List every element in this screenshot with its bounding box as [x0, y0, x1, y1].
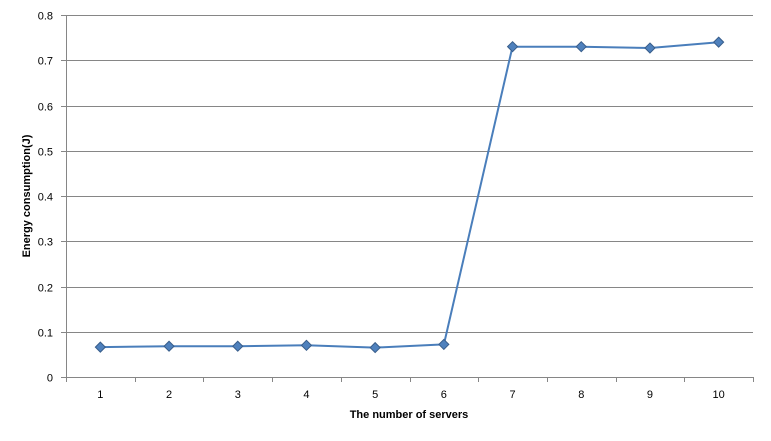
- y-tick-label: 0.1: [38, 328, 53, 340]
- series-line: [100, 41, 719, 349]
- x-tick-label: 2: [166, 389, 172, 401]
- data-point-marker: [712, 36, 725, 48]
- gridlines: [66, 15, 753, 333]
- y-tick-label: 0.2: [38, 283, 53, 295]
- y-tick-labels: 0 0.1 0.2 0.3 0.4 0.5 0.6 0.7 0.8: [38, 11, 53, 385]
- data-point-markers: [94, 36, 725, 354]
- data-point-marker: [575, 40, 587, 53]
- x-tick-label: 6: [441, 389, 447, 401]
- y-tick-label: 0.3: [38, 237, 53, 249]
- y-tick-label: 0.4: [38, 192, 53, 204]
- axes: [61, 15, 754, 382]
- x-axis-title: The number of servers: [350, 409, 469, 421]
- x-tick-label: 3: [235, 389, 241, 401]
- y-tick-label: 0.5: [38, 147, 53, 159]
- data-point-marker: [300, 339, 313, 352]
- y-tick-label: 0.8: [38, 11, 53, 23]
- data-point-marker: [506, 40, 519, 53]
- data-point-marker: [94, 341, 107, 353]
- series-line-layer: [100, 41, 719, 349]
- y-axis-title: Energy consumption(J): [21, 134, 33, 257]
- x-tick-label: 1: [97, 389, 103, 401]
- data-point-marker: [163, 340, 175, 352]
- x-tick-label: 10: [713, 389, 725, 401]
- x-tick-label: 4: [303, 389, 309, 401]
- data-point-marker: [644, 42, 656, 54]
- data-point-marker: [369, 341, 381, 354]
- y-tick-label: 0.6: [38, 102, 53, 114]
- y-tick-label: 0.7: [38, 56, 53, 68]
- data-point-marker: [232, 340, 244, 352]
- x-tick-label: 9: [647, 389, 653, 401]
- x-tick-label: 5: [372, 389, 378, 401]
- x-tick-labels: 1 2 3 4 5 6 7 8 9 10: [97, 389, 724, 401]
- y-tick-label: 0: [47, 373, 53, 385]
- x-tick-label: 8: [578, 389, 584, 401]
- x-tick-label: 7: [509, 389, 515, 401]
- data-point-marker: [438, 338, 450, 351]
